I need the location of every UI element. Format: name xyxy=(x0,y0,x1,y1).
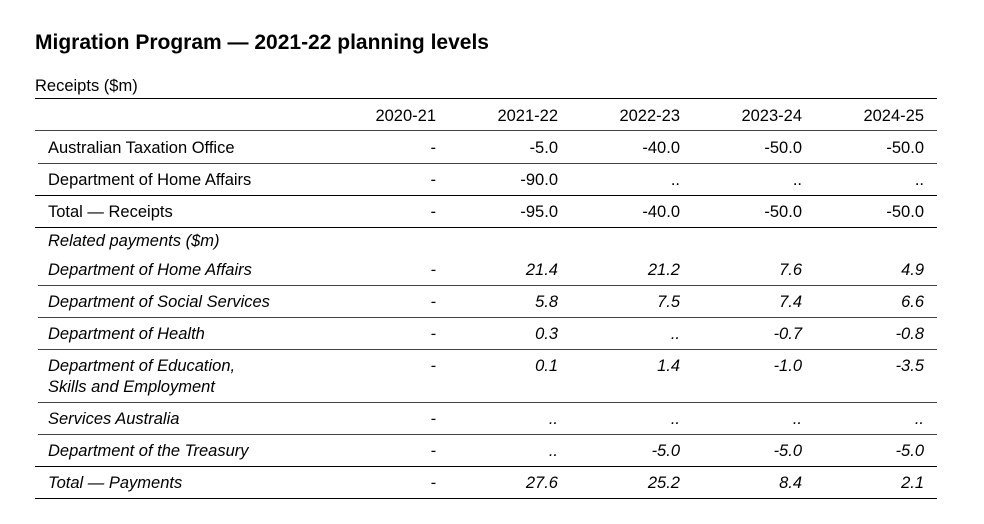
cell-value: -90.0 xyxy=(520,171,558,189)
row-divider xyxy=(35,466,937,467)
row-label-continued: Skills and Employment xyxy=(48,378,215,396)
row-divider xyxy=(38,285,937,286)
cell-value: .. xyxy=(548,410,558,428)
column-header: 2021-22 xyxy=(497,107,558,125)
row-label: Total — Payments xyxy=(48,474,183,492)
row-label: Services Australia xyxy=(48,410,180,428)
row-divider xyxy=(38,402,937,403)
cell-value: -95.0 xyxy=(520,203,558,221)
cell-value: - xyxy=(430,474,437,492)
cell-value: - xyxy=(430,410,437,428)
table-subtitle: Receipts ($m) xyxy=(35,77,138,95)
row-label: Department of Social Services xyxy=(48,293,270,311)
cell-value: -1.0 xyxy=(773,357,802,375)
cell-value: - xyxy=(430,357,437,375)
row-label: Department of Education, xyxy=(48,357,236,375)
cell-value: 27.6 xyxy=(525,474,558,492)
table-top-rule xyxy=(35,98,937,99)
cell-value: 21.4 xyxy=(525,261,558,279)
cell-value: .. xyxy=(792,410,802,428)
cell-value: 0.3 xyxy=(535,325,558,343)
row-label: Department of Home Affairs xyxy=(48,261,252,279)
row-divider xyxy=(38,163,937,164)
row-label: Total — Receipts xyxy=(48,203,173,221)
cell-value: - xyxy=(430,293,437,311)
row-label: Australian Taxation Office xyxy=(48,139,235,157)
cell-value: - xyxy=(430,442,437,460)
cell-value: .. xyxy=(670,171,680,189)
cell-value: -50.0 xyxy=(886,139,924,157)
cell-value: 5.8 xyxy=(535,293,558,311)
cell-value: -0.7 xyxy=(773,325,802,343)
table-bottom-rule xyxy=(35,498,937,499)
cell-value: 7.5 xyxy=(657,293,680,311)
cell-value: .. xyxy=(792,171,802,189)
cell-value: 7.6 xyxy=(779,261,802,279)
cell-value: -50.0 xyxy=(886,203,924,221)
cell-value: -5.0 xyxy=(773,442,802,460)
cell-value: - xyxy=(430,171,437,189)
row-divider xyxy=(35,227,937,228)
row-label: Department of Health xyxy=(48,325,205,343)
cell-value: -50.0 xyxy=(764,139,802,157)
cell-value: 0.1 xyxy=(535,357,558,375)
cell-value: -5.0 xyxy=(529,139,558,157)
cell-value: -5.0 xyxy=(895,442,924,460)
cell-value: 4.9 xyxy=(901,261,924,279)
column-header: 2023-24 xyxy=(741,107,802,125)
cell-value: -3.5 xyxy=(895,357,924,375)
cell-value: 7.4 xyxy=(779,293,802,311)
cell-value: .. xyxy=(914,171,924,189)
row-label: Department of the Treasury xyxy=(48,442,249,460)
cell-value: -5.0 xyxy=(651,442,680,460)
cell-value: .. xyxy=(548,442,558,460)
cell-value: 1.4 xyxy=(657,357,680,375)
row-divider xyxy=(35,195,937,196)
header-rule xyxy=(35,130,937,131)
cell-value: 6.6 xyxy=(901,293,924,311)
row-divider xyxy=(38,349,937,350)
cell-value: -50.0 xyxy=(764,203,802,221)
cell-value: 25.2 xyxy=(647,474,680,492)
cell-value: - xyxy=(430,139,437,157)
row-divider xyxy=(38,434,937,435)
cell-value: .. xyxy=(914,410,924,428)
cell-value: - xyxy=(430,325,437,343)
column-header: 2020-21 xyxy=(375,107,436,125)
row-label: Department of Home Affairs xyxy=(48,171,252,189)
cell-value: - xyxy=(430,261,437,279)
cell-value: 21.2 xyxy=(647,261,680,279)
cell-value: 8.4 xyxy=(779,474,802,492)
page-title: Migration Program — 2021-22 planning lev… xyxy=(35,31,489,54)
row-divider xyxy=(38,317,937,318)
cell-value: -40.0 xyxy=(642,203,680,221)
column-header: 2022-23 xyxy=(619,107,680,125)
cell-value: -40.0 xyxy=(642,139,680,157)
cell-value: .. xyxy=(670,410,680,428)
cell-value: -0.8 xyxy=(895,325,924,343)
column-header: 2024-25 xyxy=(863,107,924,125)
section-heading: Related payments ($m) xyxy=(48,232,220,250)
cell-value: 2.1 xyxy=(901,474,924,492)
cell-value: - xyxy=(430,203,437,221)
cell-value: .. xyxy=(670,325,680,343)
